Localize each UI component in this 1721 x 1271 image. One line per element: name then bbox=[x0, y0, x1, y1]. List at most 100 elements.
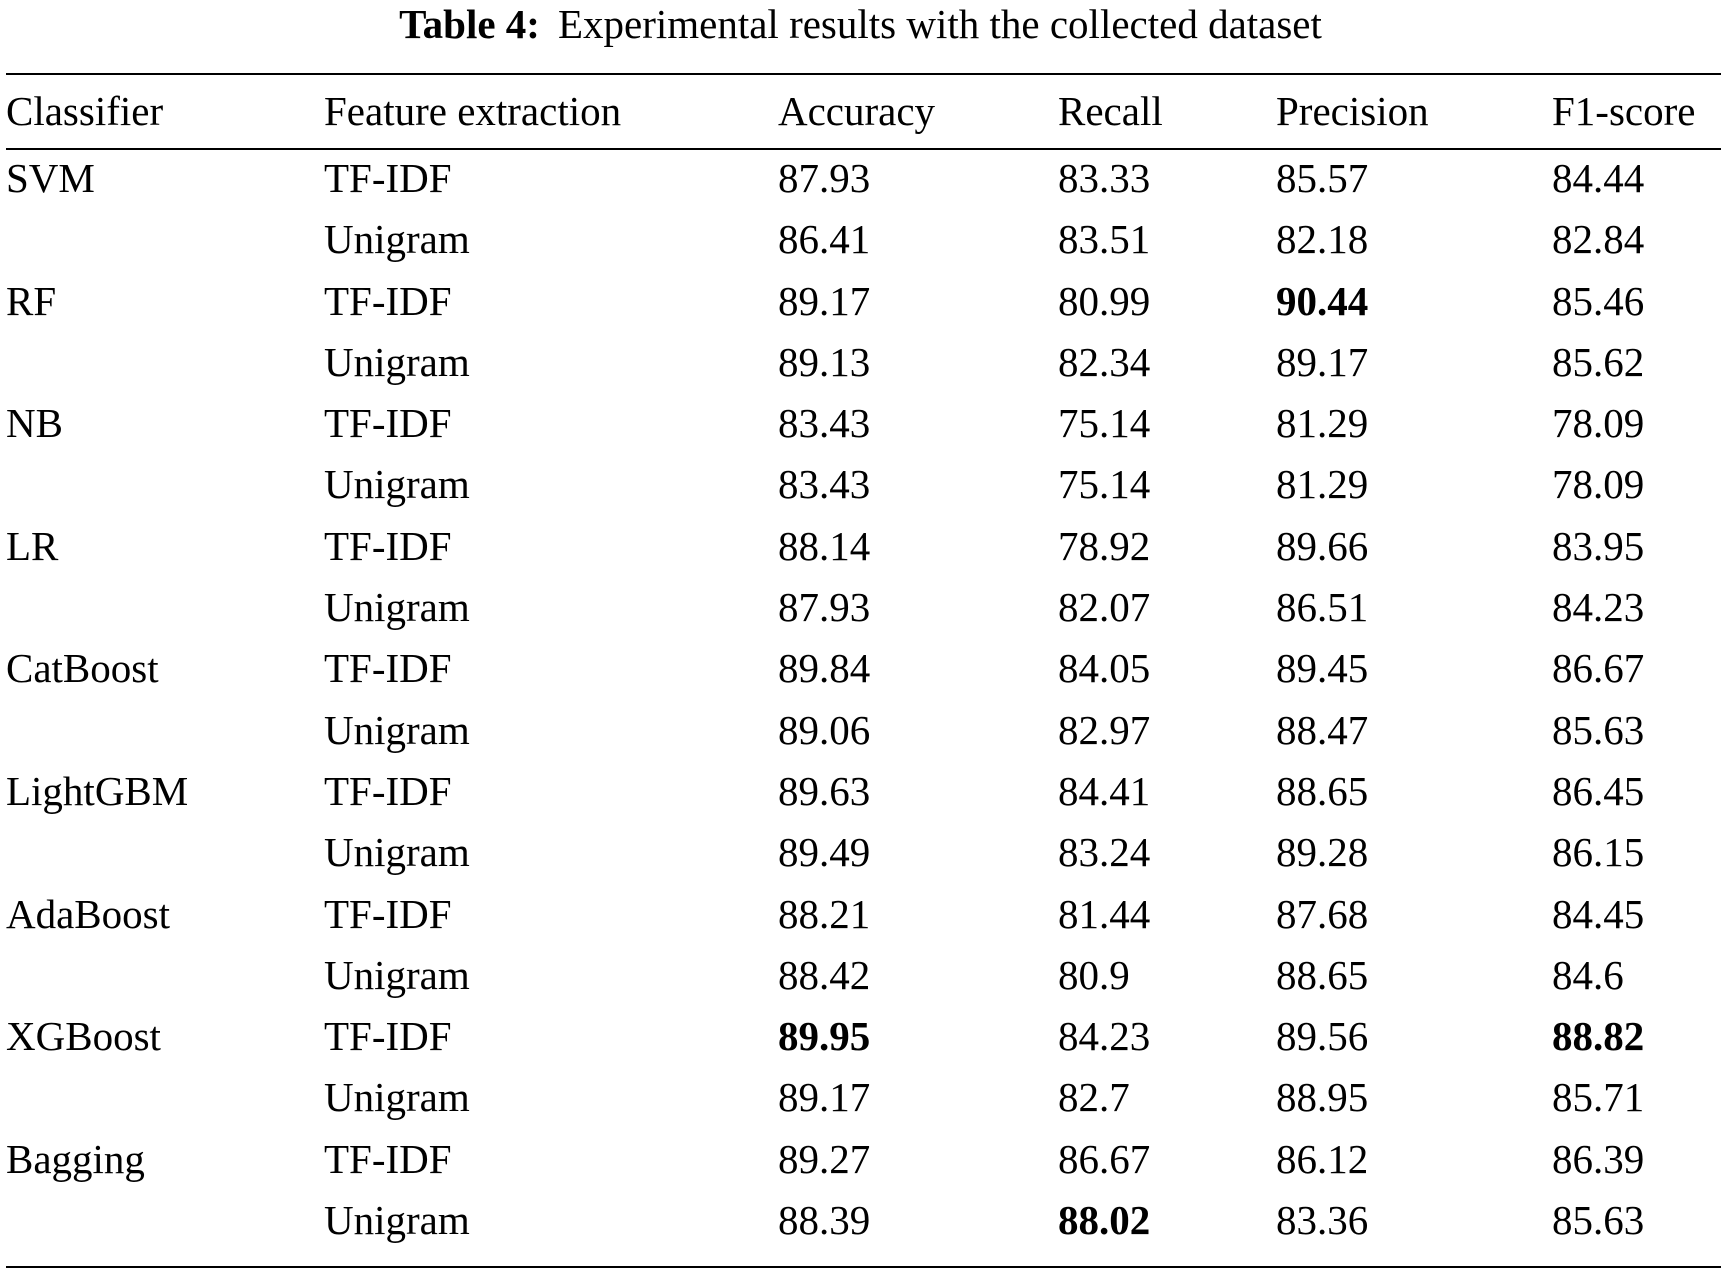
cell-recall: 86.67 bbox=[1058, 1135, 1151, 1182]
cell-accuracy: 88.39 bbox=[778, 1197, 871, 1244]
cell-f1-score: 86.45 bbox=[1552, 767, 1645, 814]
cell-classifier bbox=[6, 1067, 324, 1128]
cell-classifier bbox=[6, 577, 324, 638]
table-row: NB TF-IDF 83.43 75.14 81.29 78.09 bbox=[6, 393, 1721, 454]
table-row: Unigram 86.41 83.51 82.18 82.84 bbox=[6, 209, 1721, 270]
cell-precision: 88.65 bbox=[1276, 767, 1369, 814]
cell-recall: 75.14 bbox=[1058, 461, 1151, 508]
table-row: Unigram 83.43 75.14 81.29 78.09 bbox=[6, 454, 1721, 515]
table-row: AdaBoost TF-IDF 88.21 81.44 87.68 84.45 bbox=[6, 884, 1721, 945]
caption-label: Table 4: bbox=[399, 1, 540, 47]
cell-accuracy: 89.06 bbox=[778, 706, 871, 753]
cell-recall: 82.97 bbox=[1058, 706, 1151, 753]
cell-recall: 82.34 bbox=[1058, 338, 1151, 385]
cell-feature-extraction: Unigram bbox=[324, 706, 470, 753]
cell-recall: 83.24 bbox=[1058, 829, 1151, 876]
cell-recall: 80.99 bbox=[1058, 277, 1151, 324]
cell-feature-extraction: Unigram bbox=[324, 1074, 470, 1121]
cell-accuracy: 89.84 bbox=[778, 645, 871, 692]
cell-classifier: AdaBoost bbox=[6, 890, 170, 937]
cell-precision: 89.17 bbox=[1276, 338, 1369, 385]
cell-feature-extraction: TF-IDF bbox=[324, 400, 452, 447]
cell-classifier bbox=[6, 332, 324, 393]
cell-classifier bbox=[6, 822, 324, 883]
cell-feature-extraction: TF-IDF bbox=[324, 277, 452, 324]
cell-precision: 83.36 bbox=[1276, 1197, 1369, 1244]
table-row: Unigram 88.42 80.9 88.65 84.6 bbox=[6, 945, 1721, 1006]
cell-f1-score: 84.6 bbox=[1552, 951, 1624, 998]
cell-accuracy: 83.43 bbox=[778, 400, 871, 447]
cell-f1-score: 82.84 bbox=[1552, 216, 1645, 263]
cell-accuracy: 89.63 bbox=[778, 767, 871, 814]
cell-recall: 84.05 bbox=[1058, 645, 1151, 692]
cell-precision: 89.28 bbox=[1276, 829, 1369, 876]
cell-classifier bbox=[6, 209, 324, 270]
cell-feature-extraction: Unigram bbox=[324, 1197, 470, 1244]
table-row: Unigram 89.49 83.24 89.28 86.15 bbox=[6, 822, 1721, 883]
cell-feature-extraction: Unigram bbox=[324, 584, 470, 631]
header-row: Classifier Feature extraction Accuracy R… bbox=[6, 75, 1721, 148]
cell-f1-score: 88.82 bbox=[1552, 1013, 1645, 1060]
cell-precision: 87.68 bbox=[1276, 890, 1369, 937]
cell-recall: 82.7 bbox=[1058, 1074, 1130, 1121]
cell-classifier bbox=[6, 700, 324, 761]
cell-feature-extraction: TF-IDF bbox=[324, 1013, 452, 1060]
cell-f1-score: 84.44 bbox=[1552, 155, 1645, 201]
cell-feature-extraction: Unigram bbox=[324, 216, 470, 263]
table-row: Unigram 87.93 82.07 86.51 84.23 bbox=[6, 577, 1721, 638]
cell-recall: 81.44 bbox=[1058, 890, 1151, 937]
cell-precision: 89.66 bbox=[1276, 522, 1369, 569]
cell-precision: 89.45 bbox=[1276, 645, 1369, 692]
table-row: RF TF-IDF 89.17 80.99 90.44 85.46 bbox=[6, 271, 1721, 332]
cell-recall: 82.07 bbox=[1058, 584, 1151, 631]
cell-f1-score: 85.46 bbox=[1552, 277, 1645, 324]
cell-f1-score: 85.63 bbox=[1552, 1197, 1645, 1244]
cell-accuracy: 86.41 bbox=[778, 216, 871, 263]
table-header: Classifier Feature extraction Accuracy R… bbox=[6, 75, 1721, 148]
cell-precision: 81.29 bbox=[1276, 461, 1369, 508]
cell-recall: 88.02 bbox=[1058, 1197, 1151, 1244]
cell-precision: 82.18 bbox=[1276, 216, 1369, 263]
cell-classifier bbox=[6, 1190, 324, 1251]
cell-recall: 83.51 bbox=[1058, 216, 1151, 263]
cell-feature-extraction: TF-IDF bbox=[324, 890, 452, 937]
cell-feature-extraction: TF-IDF bbox=[324, 1135, 452, 1182]
cell-feature-extraction: Unigram bbox=[324, 829, 470, 876]
header-precision: Precision bbox=[1276, 88, 1429, 134]
cell-precision: 88.47 bbox=[1276, 706, 1369, 753]
cell-feature-extraction: Unigram bbox=[324, 338, 470, 385]
cell-recall: 80.9 bbox=[1058, 951, 1130, 998]
table-body: SVM TF-IDF 87.93 83.33 85.57 84.44 Unigram 86.4… bbox=[6, 148, 1721, 1251]
cell-f1-score: 86.67 bbox=[1552, 645, 1645, 692]
cell-feature-extraction: TF-IDF bbox=[324, 155, 452, 201]
cell-recall: 75.14 bbox=[1058, 400, 1151, 447]
cell-accuracy: 89.95 bbox=[778, 1013, 871, 1060]
cell-accuracy: 89.49 bbox=[778, 829, 871, 876]
header-rule bbox=[6, 148, 1721, 150]
cell-recall: 83.33 bbox=[1058, 155, 1151, 201]
cell-feature-extraction: TF-IDF bbox=[324, 767, 452, 814]
cell-f1-score: 78.09 bbox=[1552, 400, 1645, 447]
cell-precision: 85.57 bbox=[1276, 155, 1369, 201]
cell-accuracy: 89.13 bbox=[778, 338, 871, 385]
cell-classifier bbox=[6, 454, 324, 515]
cell-classifier bbox=[6, 945, 324, 1006]
table-row: Unigram 89.06 82.97 88.47 85.63 bbox=[6, 700, 1721, 761]
header-f1-score: F1-score bbox=[1552, 88, 1696, 134]
cell-f1-score: 85.71 bbox=[1552, 1074, 1645, 1121]
table-row: Bagging TF-IDF 89.27 86.67 86.12 86.39 bbox=[6, 1129, 1721, 1190]
cell-accuracy: 87.93 bbox=[778, 584, 871, 631]
cell-recall: 84.41 bbox=[1058, 767, 1151, 814]
cell-f1-score: 78.09 bbox=[1552, 461, 1645, 508]
header-feature-extraction: Feature extraction bbox=[324, 88, 622, 134]
table-row: XGBoost TF-IDF 89.95 84.23 89.56 88.82 bbox=[6, 1006, 1721, 1067]
cell-feature-extraction: TF-IDF bbox=[324, 522, 452, 569]
cell-classifier: SVM bbox=[6, 155, 95, 201]
cell-recall: 78.92 bbox=[1058, 522, 1151, 569]
cell-precision: 90.44 bbox=[1276, 277, 1369, 324]
cell-classifier: LR bbox=[6, 522, 59, 569]
cell-classifier: Bagging bbox=[6, 1135, 145, 1182]
table-row: Unigram 89.13 82.34 89.17 85.62 bbox=[6, 332, 1721, 393]
table-caption: Table 4: Experimental results with the co… bbox=[0, 0, 1721, 52]
caption-text: Experimental results with the collected … bbox=[557, 1, 1322, 47]
